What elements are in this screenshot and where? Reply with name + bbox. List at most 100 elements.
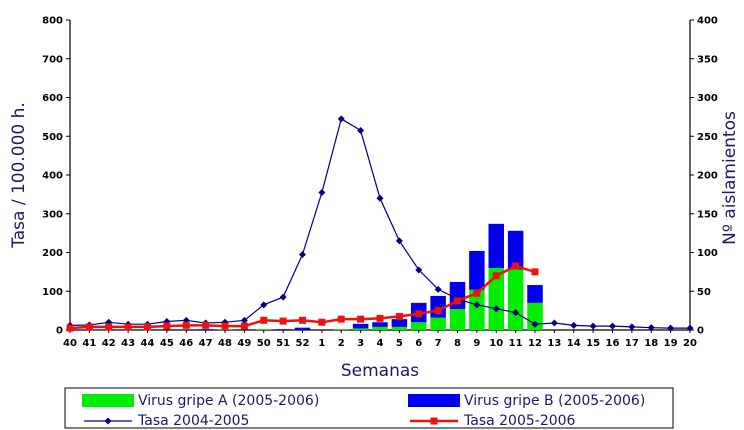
y-right-tick-label: 50 [697, 287, 711, 298]
x-tick-label: 20 [683, 338, 697, 349]
point-tasa-2004-2005 [492, 305, 500, 313]
point-tasa-2004-2005 [550, 319, 558, 327]
y-left-tick-label: 0 [56, 326, 63, 337]
bar-gripe-b [527, 285, 543, 303]
point-tasa-2004-2005 [395, 237, 403, 245]
point-tasa-2004-2005 [570, 321, 578, 329]
bar-gripe-a [527, 302, 543, 330]
bar-gripe-a [372, 326, 388, 330]
legend-swatch-gripe-a [82, 394, 134, 407]
point-tasa-2004-2005 [512, 309, 520, 317]
point-tasa-2005-2006 [279, 317, 287, 325]
point-tasa-2004-2005 [609, 322, 616, 330]
legend-marker-tasa-2004-2005 [104, 417, 112, 425]
point-tasa-2005-2006 [415, 310, 423, 318]
x-tick-label: 49 [237, 338, 251, 349]
point-tasa-2005-2006 [492, 272, 500, 280]
y-right-tick-label: 350 [697, 54, 718, 65]
x-tick-label: 50 [257, 338, 271, 349]
point-tasa-2005-2006 [124, 323, 132, 331]
point-tasa-2004-2005 [686, 324, 694, 332]
point-tasa-2004-2005 [357, 126, 365, 134]
point-tasa-2004-2005 [589, 322, 597, 330]
y-left-tick-label: 400 [42, 171, 63, 182]
y-right-tick-label: 300 [697, 93, 718, 104]
x-tick-label: 17 [625, 338, 639, 349]
y-left-tick-label: 800 [42, 16, 63, 27]
x-tick-label: 42 [102, 338, 116, 349]
x-tick-label: 45 [160, 338, 174, 349]
x-tick-label: 13 [547, 338, 561, 349]
x-tick-label: 40 [63, 338, 77, 349]
legend-label-tasa-2004-2005: Tasa 2004-2005 [137, 413, 249, 429]
bar-gripe-b [352, 323, 369, 329]
bar-gripe-b [372, 322, 388, 327]
bar-gripe-a [507, 269, 524, 330]
bar-gripe-b [391, 319, 408, 327]
bar-gripe-a [333, 329, 349, 330]
y-left-tick-label: 100 [42, 287, 63, 298]
x-tick-label: 19 [664, 338, 678, 349]
point-tasa-2005-2006 [202, 321, 210, 329]
point-tasa-2004-2005 [647, 324, 655, 332]
x-tick-label: 52 [296, 338, 310, 349]
line-tasa-2004-2005 [69, 117, 690, 329]
point-tasa-2005-2006 [337, 315, 345, 323]
y-right-tick-label: 0 [697, 326, 704, 337]
legend-label-tasa-2005-2006: Tasa 2005-2006 [463, 413, 576, 429]
point-tasa-2005-2006 [85, 323, 93, 331]
y-right-tick-label: 200 [697, 171, 718, 182]
point-tasa-2004-2005 [376, 194, 384, 202]
point-tasa-2004-2005 [299, 250, 306, 258]
point-tasa-2005-2006 [144, 323, 151, 331]
legend-marker-tasa-2005-2006 [430, 417, 438, 425]
point-tasa-2005-2006 [240, 322, 248, 330]
point-tasa-2004-2005 [434, 285, 442, 293]
y-left-tick-label: 700 [42, 54, 63, 65]
bar-gripe-b [275, 329, 291, 330]
x-tick-label: 10 [489, 338, 503, 349]
x-tick-label: 44 [141, 338, 155, 349]
point-tasa-2005-2006 [66, 324, 74, 332]
x-tick-label: 3 [357, 338, 364, 349]
point-tasa-2005-2006 [318, 318, 326, 326]
point-tasa-2005-2006 [182, 321, 190, 329]
point-tasa-2004-2005 [260, 301, 268, 309]
point-tasa-2005-2006 [376, 314, 384, 322]
point-tasa-2005-2006 [357, 315, 365, 323]
x-tick-label: 8 [454, 338, 461, 349]
legend-label-gripe-b: Virus gripe B (2005-2006) [464, 393, 645, 409]
x-tick-label: 2 [338, 338, 345, 349]
y-left-tick-label: 600 [42, 93, 63, 104]
x-tick-label: 51 [276, 338, 290, 349]
bar-gripe-b [469, 250, 485, 290]
x-tick-label: 4 [377, 338, 384, 349]
bar-gripe-b [294, 327, 311, 330]
x-tick-label: 1 [318, 338, 325, 349]
bar-gripe-a [352, 328, 369, 330]
x-tick-label: 7 [435, 338, 442, 349]
bar-gripe-a [449, 309, 466, 330]
x-tick-label: 15 [586, 338, 600, 349]
point-tasa-2004-2005 [628, 323, 636, 331]
y-axis-label-left: Tasa / 100.000 h. [9, 102, 29, 249]
x-tick-label: 5 [396, 338, 403, 349]
legend-label-gripe-a: Virus gripe A (2005-2006) [138, 393, 319, 409]
bar-gripe-a [411, 322, 427, 330]
point-tasa-2005-2006 [454, 297, 461, 305]
point-tasa-2005-2006 [260, 316, 268, 324]
point-tasa-2004-2005 [667, 324, 675, 332]
point-tasa-2004-2005 [531, 320, 539, 328]
bar-gripe-a [469, 289, 485, 330]
point-tasa-2005-2006 [531, 268, 539, 276]
x-tick-label: 48 [218, 338, 232, 349]
point-tasa-2005-2006 [434, 307, 442, 315]
x-tick-label: 46 [179, 338, 193, 349]
y-left-tick-label: 300 [42, 209, 63, 220]
point-tasa-2005-2006 [163, 322, 171, 330]
point-tasa-2005-2006 [395, 312, 403, 320]
y-right-tick-label: 250 [697, 132, 718, 143]
bar-gripe-a [256, 329, 272, 330]
